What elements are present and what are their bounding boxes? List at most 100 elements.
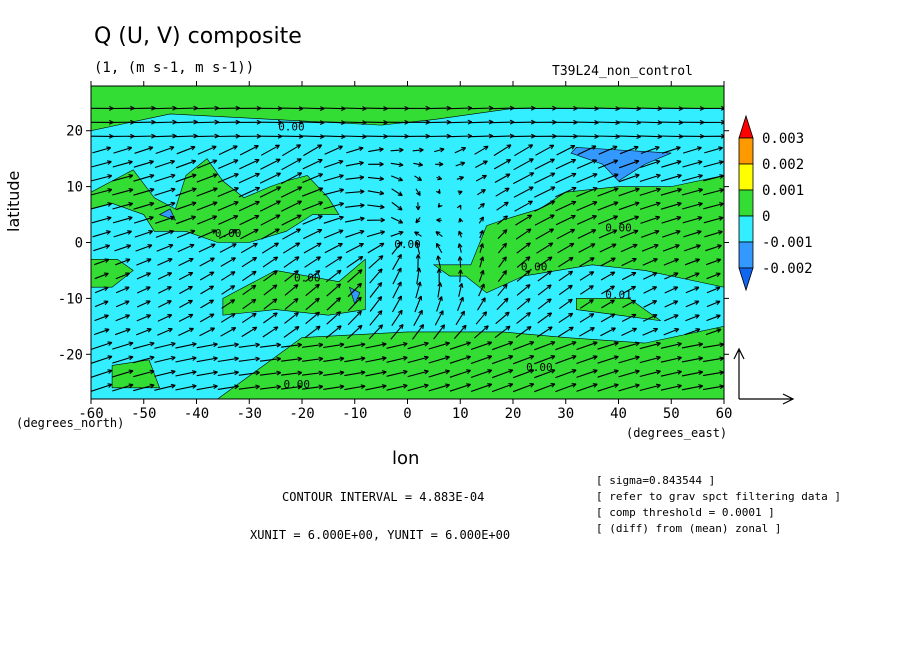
wind-vector-115 xyxy=(618,341,640,350)
wind-vector-185 xyxy=(200,299,215,309)
wind-vector-321 xyxy=(536,242,554,254)
wind-vector-11 xyxy=(323,384,345,390)
wind-vector-293 xyxy=(579,257,595,267)
wind-vector-464 xyxy=(390,175,404,182)
wind-vector-177 xyxy=(664,314,679,322)
wind-vector-65 xyxy=(196,356,218,363)
wind-vector-217 xyxy=(242,284,257,296)
wind-vector-59 xyxy=(702,370,724,377)
contour-label-6: 0.01 xyxy=(605,288,632,301)
wind-vector-410 xyxy=(514,200,533,212)
wind-vector-211 xyxy=(115,286,130,294)
wind-vector-148 xyxy=(684,328,701,336)
wind-vector-436 xyxy=(435,189,441,195)
wind-vector-444 xyxy=(597,187,619,197)
note-filtering: [ refer to grav spct filtering data ] xyxy=(596,490,842,503)
wind-vector-42 xyxy=(344,370,366,377)
wind-vector-517 xyxy=(239,145,259,156)
wind-vector-91 xyxy=(112,341,134,350)
wind-vector-69 xyxy=(281,356,303,362)
wind-vector-484 xyxy=(175,159,197,169)
wind-vector-168 xyxy=(475,311,488,325)
wind-vector-532 xyxy=(556,145,576,156)
wind-vector-104 xyxy=(386,341,408,349)
wind-vector-522 xyxy=(346,146,364,154)
wind-vector-147 xyxy=(663,328,680,336)
wind-vector-169 xyxy=(495,311,510,325)
wind-vector-71 xyxy=(323,356,345,362)
wind-vector-371 xyxy=(323,215,344,224)
wind-vector-138 xyxy=(474,325,489,339)
wind-vector-186 xyxy=(221,299,236,309)
wind-vector-462 xyxy=(345,175,365,181)
wind-vector-521 xyxy=(324,145,344,155)
wind-vector-129 xyxy=(283,325,300,338)
wind-vector-205 xyxy=(622,299,637,308)
wind-vector-493 xyxy=(368,161,384,167)
wind-vector-85 xyxy=(618,355,640,364)
wind-vector-179 xyxy=(706,314,721,322)
x-axis-ticks: -60 -50 -40 -30 -20 -10 0 10 20 30 40 50 60 xyxy=(78,81,732,422)
wind-vector-370 xyxy=(302,215,323,225)
wind-vector-367 xyxy=(239,214,260,226)
wind-vector-413 xyxy=(576,201,598,212)
wind-vector-438 xyxy=(477,189,486,196)
wind-vector-297 xyxy=(663,258,680,266)
wind-vector-301 xyxy=(114,244,132,252)
wind-vector-529 xyxy=(493,144,512,157)
wind-vector-195 xyxy=(414,295,423,313)
wind-vector-298 xyxy=(684,258,701,266)
wind-vector-215 xyxy=(200,285,215,295)
wind-vector-249 xyxy=(284,270,299,282)
wind-vector-315 xyxy=(415,241,421,255)
wind-vector-475 xyxy=(618,173,640,183)
wind-vector-294 xyxy=(600,257,616,267)
wind-vector-241 xyxy=(115,272,130,280)
wind-vector-172 xyxy=(558,312,574,324)
wind-vector-324 xyxy=(599,243,617,253)
wind-vector-488 xyxy=(260,158,281,170)
wind-vector-22 xyxy=(555,383,577,393)
wind-vector-360 xyxy=(91,216,112,224)
wind-vector-113 xyxy=(576,341,598,351)
wind-vector-427 xyxy=(238,186,261,198)
wind-vector-15 xyxy=(407,383,429,392)
contour-label-7: 0.00 xyxy=(526,361,553,374)
wind-vector-2 xyxy=(133,383,155,392)
wind-vector-451 xyxy=(112,174,134,182)
wind-vector-447 xyxy=(660,187,682,196)
wind-vector-467 xyxy=(456,175,464,181)
wind-vector-203 xyxy=(579,299,594,309)
wind-vector-460 xyxy=(302,173,324,184)
wind-vector-417 xyxy=(660,201,682,210)
wind-vector-325 xyxy=(620,243,638,253)
wind-vector-430 xyxy=(302,187,324,197)
wind-vector-196 xyxy=(436,296,443,312)
wind-vector-429 xyxy=(280,186,303,198)
wind-vector-382 xyxy=(555,214,576,226)
colorbar-top-triangle xyxy=(738,114,754,139)
wind-vector-274 xyxy=(178,257,194,267)
wind-vector-151 xyxy=(115,314,131,322)
wind-vector-343 xyxy=(366,230,386,238)
wind-vector-433 xyxy=(367,190,385,196)
wind-vector-356 xyxy=(641,229,660,238)
wind-vector-0 xyxy=(91,383,113,392)
wind-vector-364 xyxy=(176,215,196,225)
colorbar-bottom-triangle xyxy=(738,267,754,292)
reference-vector-u xyxy=(739,393,795,405)
wind-vector-140 xyxy=(515,325,532,338)
wind-vector-461 xyxy=(323,174,344,182)
wind-vector-157 xyxy=(241,312,257,324)
wind-vector-200 xyxy=(516,297,531,310)
y-tick-label-4: -20 xyxy=(58,347,83,363)
wind-vector-277 xyxy=(241,256,258,268)
wind-vector-472 xyxy=(555,172,577,184)
wind-vector-214 xyxy=(179,285,193,295)
wind-vector-353 xyxy=(577,229,597,239)
wind-vector-260 xyxy=(516,270,531,282)
wind-vector-499 xyxy=(494,159,512,170)
wind-vector-359 xyxy=(704,230,723,238)
wind-vector-81 xyxy=(534,355,556,365)
wind-vector-36 xyxy=(217,370,239,377)
